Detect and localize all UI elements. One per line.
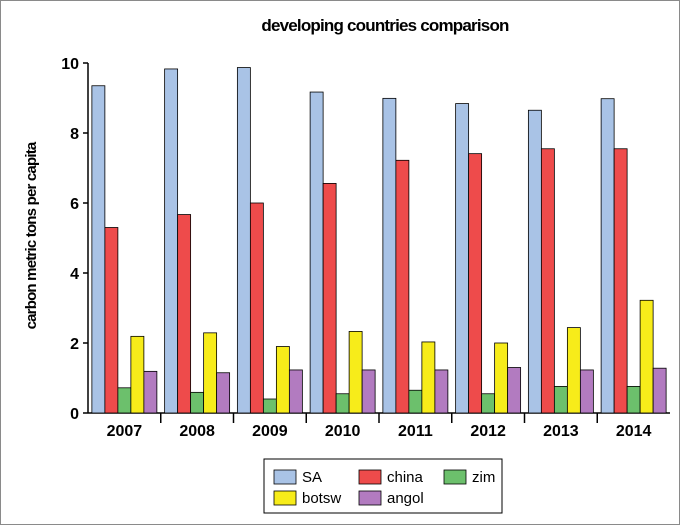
legend-swatch-botsw [273,490,297,506]
bar-angol-2012 [507,367,522,414]
bar-botsw-2013 [566,327,581,414]
bar-angol-2009 [288,369,303,414]
bar-botsw-2008 [203,332,218,414]
bar-zim-2011 [408,389,423,414]
bar-angol-2010 [361,369,376,414]
bar-china-2012 [468,153,483,414]
bar-botsw-2010 [348,331,363,414]
bar-zim-2014 [626,385,641,414]
bar-zim-2007 [117,387,132,414]
plot-area: 0 2 4 6 8 10 2007 2008 2009 2010 2011 2012 2013 2014 [61,56,670,440]
bar-china-2010 [322,182,337,414]
bar-botsw-2014 [639,299,654,414]
legend-label-zim: zim [472,469,495,486]
y-tick-label: 8 [70,126,79,143]
legend-swatch-zim [443,469,467,485]
bar-botsw-2011 [421,341,436,414]
legend-swatch-SA [273,469,297,485]
legend: SA china zim botsw angol [263,458,503,514]
bar-china-2009 [249,202,264,414]
legend-label-angol: angol [387,490,424,507]
bar-SA-2009 [236,67,251,414]
bar-botsw-2009 [275,346,290,414]
bar-angol-2008 [216,372,231,414]
x-tick-label: 2007 [107,423,143,440]
bar-zim-2012 [481,393,496,414]
bar-zim-2008 [190,391,205,414]
bar-china-2014 [613,148,628,414]
bar-SA-2014 [600,98,615,414]
legend-label-china: china [387,469,424,486]
bar-angol-2014 [652,367,667,414]
bar-zim-2013 [553,385,568,414]
y-tick-label: 2 [70,336,79,353]
y-axis-label: carbon metric tons per capita [23,141,40,329]
bar-SA-2013 [527,109,542,414]
legend-box [263,458,503,514]
bar-angol-2013 [579,369,594,414]
y-tick-label: 0 [70,406,79,423]
bar-china-2011 [395,159,410,414]
x-tick-label: 2010 [325,423,361,440]
bar-SA-2011 [382,97,397,414]
x-tick-label: 2009 [252,423,288,440]
bar-china-2008 [177,214,192,414]
legend-label-SA: SA [302,469,322,486]
chart-title: developing countries comparison [261,16,509,35]
legend-swatch-angol [358,490,382,506]
x-tick-label: 2013 [543,423,579,440]
bar-SA-2007 [91,85,106,414]
legend-label-botsw: botsw [302,490,341,507]
bar-china-2013 [540,148,555,414]
bar-zim-2009 [262,398,277,414]
y-tick-label: 4 [70,266,79,283]
x-tick-label: 2014 [616,423,652,440]
x-tick-label: 2011 [398,423,433,440]
x-tick-label: 2008 [179,423,215,440]
bar-SA-2008 [164,68,179,414]
x-tick-label: 2012 [470,423,506,440]
bar-angol-2011 [434,369,449,414]
bar-zim-2010 [335,393,350,414]
y-tick-label: 10 [61,56,79,73]
y-tick-label: 6 [70,196,79,213]
bar-SA-2012 [455,103,470,414]
bar-SA-2010 [309,91,324,414]
legend-swatch-china [358,469,382,485]
bar-botsw-2007 [130,335,145,414]
bar-angol-2007 [143,370,158,414]
bar-botsw-2012 [494,342,509,414]
bar-china-2007 [104,227,119,414]
